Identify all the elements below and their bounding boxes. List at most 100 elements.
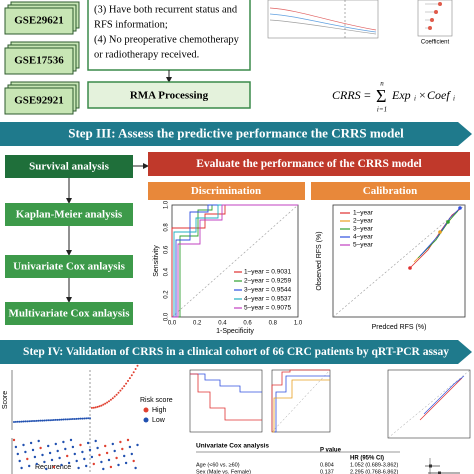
risk-dot (125, 382, 128, 385)
dataset-label: GSE29621 (14, 15, 64, 27)
km-plot (189, 369, 263, 433)
status-dot (20, 466, 23, 470)
risk-dot (81, 417, 84, 420)
status-dot (109, 465, 113, 469)
risk-dot (13, 421, 15, 423)
risk-dot (58, 418, 61, 421)
risk-dot (54, 418, 57, 421)
status-dot (14, 445, 18, 449)
y-tick-label: 0.4 (164, 267, 170, 276)
risk-dot (132, 371, 135, 374)
roc-plot: Sensitivity 1-Specificity 0.00.0 0.2 0.2 0.… (153, 200, 303, 335)
x-tick-label: 0.6 (243, 321, 252, 327)
criteria-line: RFS information; (94, 19, 168, 30)
x-tick-label: 0.4 (218, 321, 227, 327)
status-dot (22, 443, 25, 447)
legend-label: 3–year = 0.9544 (244, 287, 292, 294)
calibration-plot: Observed RFS (%) Predced RFS (%) 1–year2… (316, 204, 466, 331)
risk-dot (111, 397, 114, 400)
axis-label: Predced RFS (%) (372, 324, 427, 331)
risk-dot (68, 418, 71, 421)
risk-dot (102, 403, 105, 406)
risk-dot (47, 419, 50, 422)
status-dot (50, 458, 54, 462)
risk-dot (51, 419, 53, 422)
axis-label: Sensitivity (153, 245, 160, 277)
risk-dot (136, 364, 139, 367)
cox-cell: Age (<60 vs. ≥60) (196, 462, 240, 468)
risk-dot (22, 420, 25, 423)
status-dot (48, 451, 52, 455)
step-title: Step III: Assess the predictive performa… (68, 125, 404, 140)
status-dot (132, 459, 135, 463)
risk-dot (45, 419, 48, 422)
x-tick-label: 0.0 (168, 321, 177, 327)
risk-dot (73, 417, 76, 420)
status-dot (111, 442, 115, 446)
status-dot (128, 445, 132, 449)
status-dot (107, 458, 111, 462)
status-dot (98, 453, 101, 457)
step-box (5, 302, 133, 325)
risk-dot (71, 418, 74, 421)
calibration-box (311, 182, 470, 200)
formula-part: Coef (427, 88, 451, 102)
step-title: Step IV: Validation of CRRS in a clinica… (23, 346, 449, 358)
status-dot (12, 438, 16, 442)
step-banner (0, 340, 472, 364)
status-dot (119, 440, 122, 444)
risk-dot (89, 417, 91, 420)
cox-cell: 1.052 (0.689-3.862) (350, 462, 398, 468)
status-dot (100, 460, 103, 464)
status-dot (67, 461, 71, 465)
risk-dot (113, 395, 116, 398)
status-dot (88, 448, 92, 452)
x-tick-label: 0.2 (193, 321, 202, 327)
status-dot (29, 441, 33, 445)
risk-dot (128, 377, 131, 380)
criteria-box (87, 0, 251, 71)
cox-table: Univariate Cox analysis P value HR (95% … (196, 443, 460, 474)
risk-dot (60, 418, 63, 421)
risk-dot (37, 419, 40, 422)
risk-dot (87, 417, 90, 420)
status-dot (126, 438, 130, 442)
legend-label: 4–year = 0.9537 (244, 296, 292, 303)
status-dot (83, 457, 86, 461)
risk-dot (130, 374, 133, 377)
evaluate-title: Evaluate the performance of the CRRS mod… (196, 158, 422, 170)
risk-dot (75, 417, 78, 420)
status-dot (35, 462, 38, 466)
dataset-stack: GSE92921 (4, 81, 80, 115)
status-dot (28, 464, 31, 468)
status-dot (117, 463, 120, 467)
calibration-label: Calibration (363, 185, 417, 197)
step-label: Multivariate Cox anlaysis (9, 308, 131, 320)
legend-label: 1–year = 0.9031 (244, 269, 292, 276)
status-dot (134, 466, 137, 470)
cox-header: P value (320, 448, 342, 454)
status-dot (47, 444, 50, 448)
risk-dot (52, 419, 55, 422)
criteria-line: (3) Have both recurrent status and (94, 4, 238, 15)
step-banner (0, 122, 472, 146)
status-dot (121, 447, 124, 451)
cox-cell: 0.137 (320, 469, 334, 474)
step-box (5, 255, 133, 278)
status-dot (90, 455, 94, 459)
criteria-line: or radiotherapy received. (94, 49, 199, 60)
risk-dot (41, 419, 44, 422)
risk-dot (108, 400, 110, 403)
risk-dot (43, 419, 46, 422)
legend-label: 5–year (353, 242, 374, 249)
dataset-stack: GSE29621 (4, 1, 80, 35)
risk-dot (119, 389, 122, 392)
risk-dot (64, 418, 67, 421)
mini-calibration (387, 369, 471, 439)
status-dot (136, 443, 139, 447)
status-dot (104, 444, 107, 448)
status-dot (39, 446, 42, 450)
risk-dot (79, 417, 82, 420)
rma-label: RMA Processing (130, 90, 209, 102)
